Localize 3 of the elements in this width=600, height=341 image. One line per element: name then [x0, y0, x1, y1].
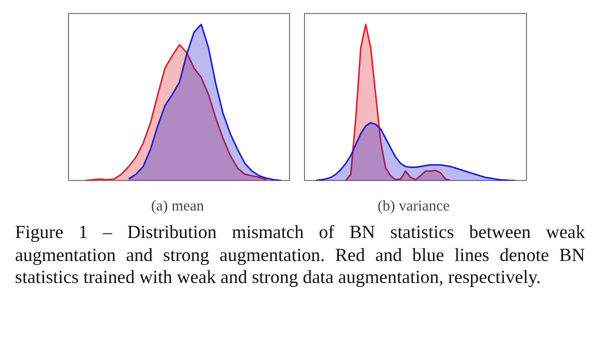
- x-axis-title: (b) variance: [378, 198, 450, 214]
- caption: Figure 1 – Distribution mismatch of BN statistics between weak augmentation and strong augmentation. Red and blue lines denote BN statistics trained with weak and strong data augmentation, respectively.: [15, 222, 585, 290]
- x-axis-title: (a) mean: [151, 198, 205, 214]
